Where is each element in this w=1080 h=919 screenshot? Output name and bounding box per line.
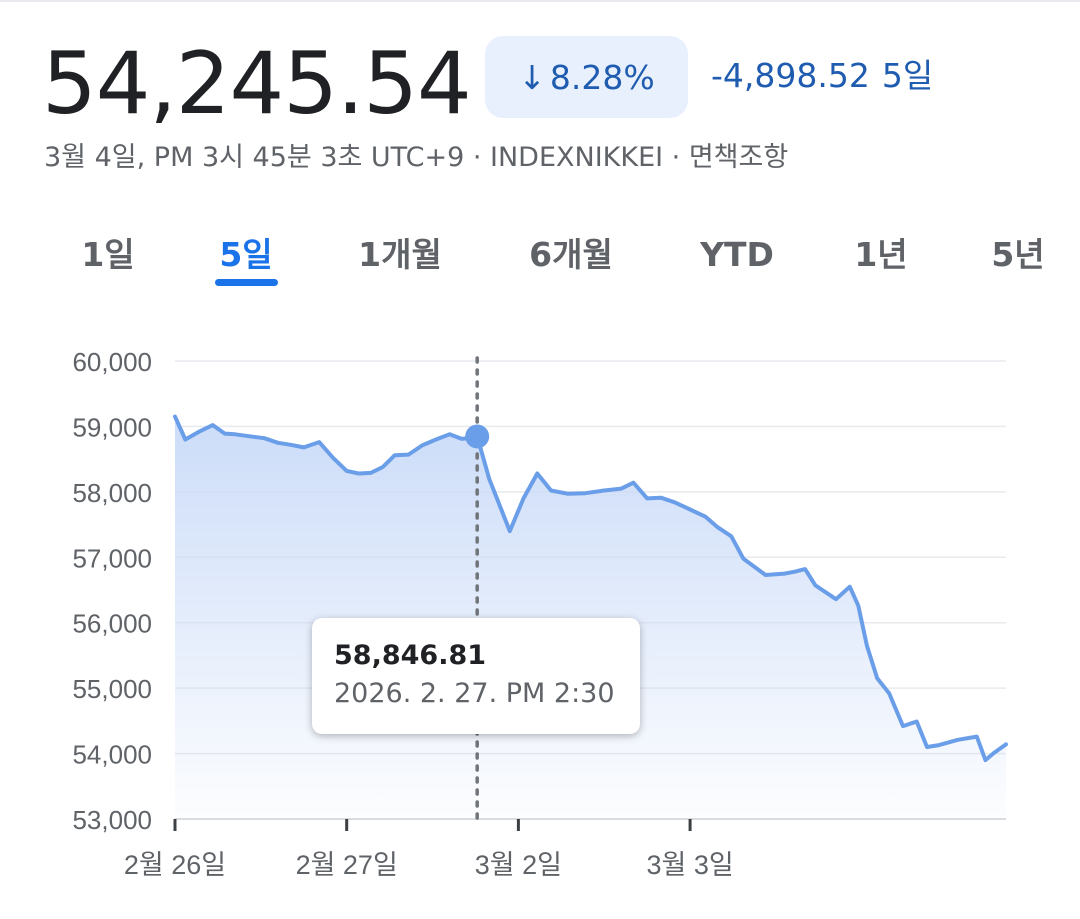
x-tick-label: 3월 3일 <box>646 850 733 880</box>
change-absolute: -4,898.52 5일 <box>711 50 933 102</box>
index-price: 54,245.54 <box>42 34 472 134</box>
change-period: 5일 <box>881 56 934 95</box>
tab-5y[interactable]: 5년 <box>991 235 1045 274</box>
tab-ytd[interactable]: YTD <box>700 235 774 274</box>
y-tick-label: 58,000 <box>72 478 152 508</box>
change-percent: 8.28% <box>549 57 655 97</box>
y-tick-label: 53,000 <box>72 805 152 835</box>
tab-5d[interactable]: 5일 <box>219 235 273 274</box>
series-line <box>173 414 1008 763</box>
change-value: -4,898.52 <box>711 56 870 95</box>
tab-1m[interactable]: 1개월 <box>358 235 442 274</box>
price-chart[interactable]: 60,000 59,000 58,000 57,000 56,000 55,000 54,0… <box>0 330 1080 890</box>
tab-1d[interactable]: 1일 <box>81 235 135 274</box>
y-tick-label: 55,000 <box>72 674 152 704</box>
y-tick-label: 59,000 <box>72 412 152 442</box>
x-tick-label: 3월 2일 <box>475 850 562 880</box>
tooltip-value: 58,846.81 <box>334 640 487 671</box>
y-tick-label: 57,000 <box>72 543 152 573</box>
top-divider <box>0 0 1080 2</box>
y-tick-label: 60,000 <box>72 347 152 377</box>
active-tab-indicator <box>215 279 278 286</box>
y-tick-label: 56,000 <box>72 609 152 639</box>
x-tick-label: 2월 27일 <box>296 850 398 880</box>
tab-6m[interactable]: 6개월 <box>529 235 613 274</box>
change-percent-chip: ↓ 8.28% <box>485 36 688 118</box>
down-arrow-icon: ↓ <box>518 57 546 97</box>
chart-tooltip: 58,846.81 2026. 2. 27. PM 2:30 <box>312 618 640 734</box>
tab-1y[interactable]: 1년 <box>854 235 908 274</box>
y-tick-label: 54,000 <box>72 740 152 770</box>
range-tabs: 1일 5일 1개월 6개월 YTD 1년 5년 <box>0 224 1080 294</box>
quote-meta: 3월 4일, PM 3시 45분 3초 UTC+9 · INDEXNIKKEI … <box>44 142 789 173</box>
x-tick-label: 2월 26일 <box>124 850 226 880</box>
tooltip-date: 2026. 2. 27. PM 2:30 <box>334 678 615 709</box>
highlight-point[interactable] <box>465 424 490 449</box>
